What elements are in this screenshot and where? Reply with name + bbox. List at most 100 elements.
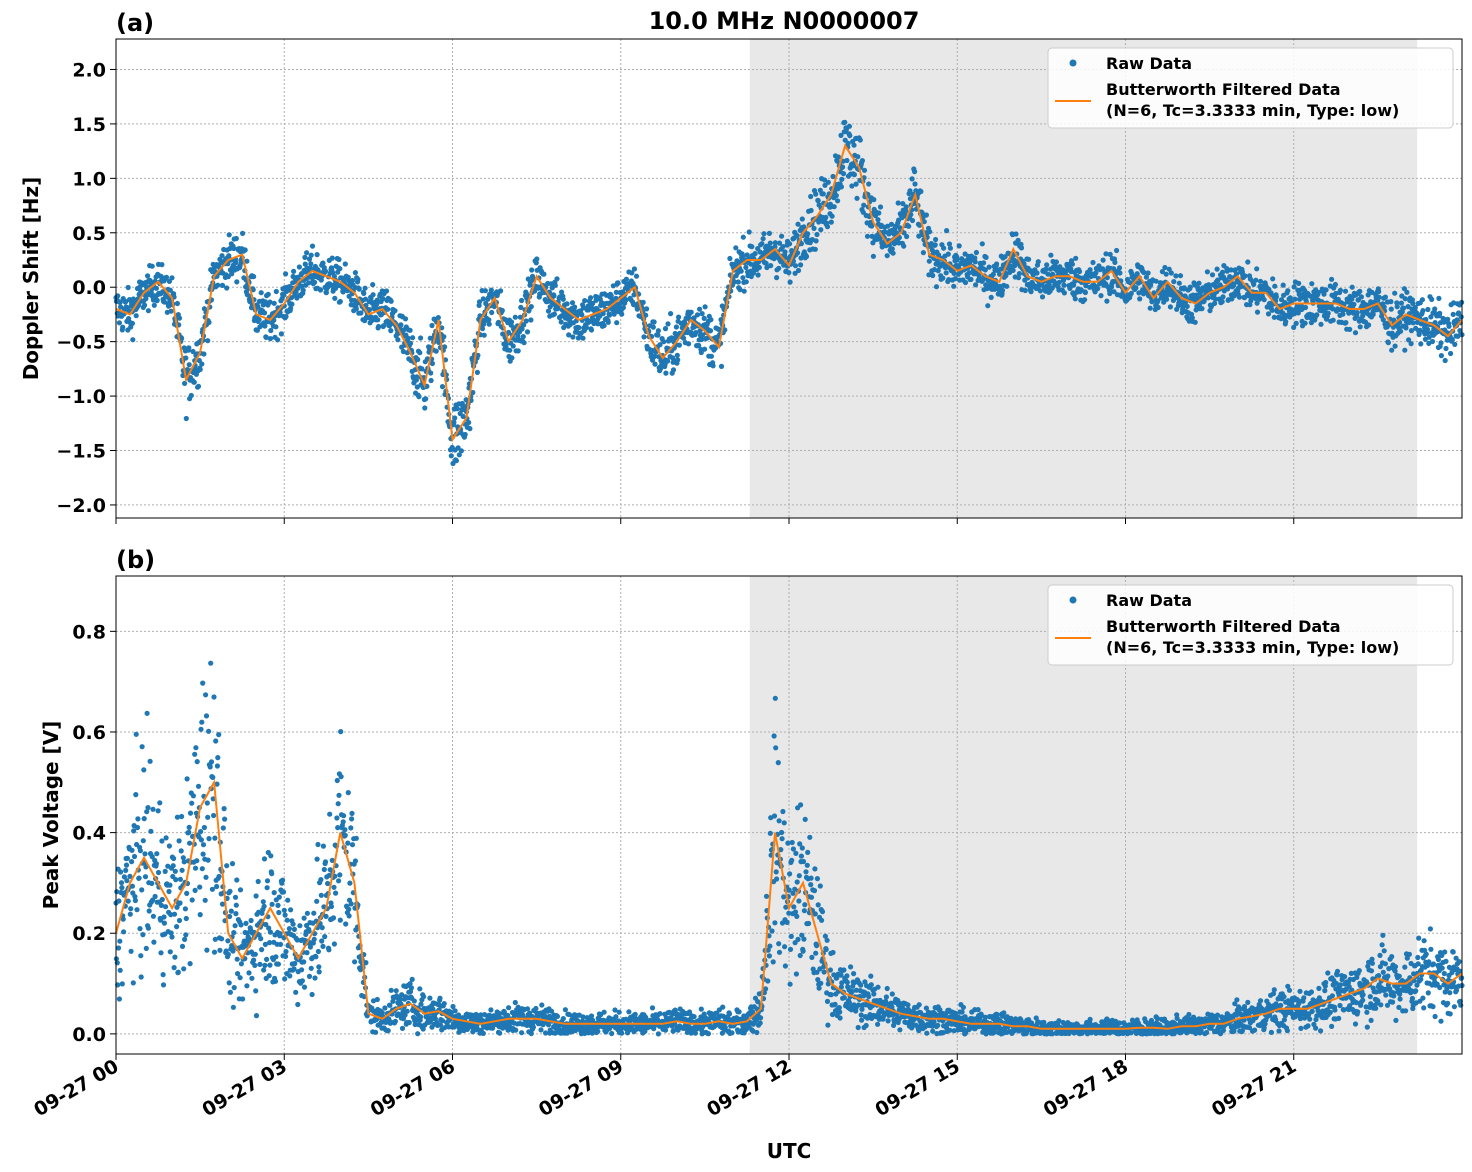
raw-data-point bbox=[474, 369, 480, 375]
raw-data-point bbox=[312, 975, 318, 981]
raw-data-point bbox=[652, 361, 658, 367]
raw-data-point bbox=[798, 802, 804, 808]
raw-data-point bbox=[795, 936, 801, 943]
raw-data-point bbox=[1340, 311, 1346, 317]
raw-data-point bbox=[875, 217, 881, 223]
raw-data-point bbox=[1408, 341, 1414, 347]
raw-data-point bbox=[201, 824, 207, 831]
raw-data-point bbox=[137, 926, 143, 932]
raw-data-point bbox=[825, 1022, 831, 1028]
raw-data-point bbox=[175, 969, 181, 975]
raw-data-point bbox=[699, 311, 705, 317]
raw-data-point bbox=[355, 276, 361, 282]
raw-data-point bbox=[601, 1009, 607, 1015]
raw-data-point bbox=[201, 351, 207, 357]
raw-data-point bbox=[206, 728, 212, 734]
raw-data-point bbox=[1452, 341, 1458, 347]
raw-data-point bbox=[1402, 347, 1408, 353]
raw-data-point bbox=[749, 244, 755, 250]
raw-data-point bbox=[171, 911, 178, 917]
y-tick-label: 0.0 bbox=[72, 277, 106, 299]
raw-data-point bbox=[317, 287, 324, 293]
raw-data-point bbox=[829, 213, 835, 219]
raw-data-point bbox=[159, 896, 165, 903]
raw-data-point bbox=[137, 848, 143, 854]
raw-data-point bbox=[1283, 319, 1289, 325]
raw-data-point bbox=[441, 334, 447, 340]
raw-data-point bbox=[735, 279, 741, 285]
raw-data-point bbox=[1082, 297, 1088, 303]
raw-data-point bbox=[811, 225, 817, 231]
raw-data-point bbox=[497, 1030, 503, 1036]
raw-data-point bbox=[119, 981, 125, 987]
raw-data-point bbox=[1245, 259, 1251, 265]
raw-data-point bbox=[1220, 269, 1226, 275]
raw-data-point bbox=[242, 247, 248, 253]
raw-data-point bbox=[211, 812, 217, 819]
raw-data-point bbox=[912, 169, 918, 175]
raw-data-point bbox=[374, 996, 380, 1003]
raw-data-point bbox=[1420, 308, 1426, 314]
raw-data-point bbox=[306, 928, 312, 934]
raw-data-point bbox=[190, 793, 196, 799]
raw-data-point bbox=[776, 941, 782, 947]
raw-data-point bbox=[283, 271, 289, 277]
raw-data-point bbox=[805, 849, 811, 856]
raw-data-point bbox=[818, 980, 824, 986]
raw-data-point bbox=[676, 342, 683, 348]
raw-data-point bbox=[1116, 265, 1123, 271]
raw-data-point bbox=[608, 293, 614, 299]
raw-data-point bbox=[323, 290, 329, 296]
raw-data-point bbox=[174, 924, 180, 930]
raw-data-point bbox=[187, 810, 194, 816]
raw-data-point bbox=[932, 242, 938, 248]
raw-data-point bbox=[129, 320, 135, 326]
raw-data-point bbox=[792, 263, 799, 269]
raw-data-point bbox=[262, 323, 268, 329]
raw-data-point bbox=[184, 776, 190, 782]
raw-data-point bbox=[383, 288, 390, 294]
raw-data-point bbox=[349, 816, 355, 822]
raw-data-point bbox=[450, 460, 456, 467]
raw-data-point bbox=[1212, 300, 1218, 306]
raw-data-point bbox=[981, 260, 987, 266]
raw-data-point bbox=[314, 898, 320, 904]
raw-data-point bbox=[644, 306, 650, 312]
raw-data-point bbox=[244, 983, 250, 989]
raw-data-point bbox=[718, 363, 725, 369]
raw-data-point bbox=[789, 839, 795, 846]
raw-data-point bbox=[283, 953, 289, 960]
raw-data-point bbox=[733, 245, 739, 251]
raw-data-point bbox=[1392, 290, 1398, 296]
raw-data-point bbox=[231, 245, 237, 252]
raw-data-point bbox=[835, 198, 841, 204]
raw-data-point bbox=[912, 181, 918, 187]
raw-data-point bbox=[322, 934, 328, 940]
raw-data-point bbox=[320, 843, 326, 849]
raw-data-point bbox=[767, 240, 773, 246]
raw-data-point bbox=[833, 192, 839, 199]
raw-data-point bbox=[140, 838, 146, 844]
raw-data-point bbox=[613, 289, 619, 295]
raw-data-point bbox=[190, 348, 196, 355]
raw-data-point bbox=[248, 917, 254, 924]
raw-data-point bbox=[515, 348, 521, 354]
raw-data-point bbox=[194, 759, 200, 765]
raw-data-point bbox=[407, 340, 414, 346]
raw-data-point bbox=[336, 792, 342, 798]
raw-data-point bbox=[280, 877, 286, 883]
raw-data-point bbox=[174, 300, 180, 307]
raw-data-point bbox=[131, 853, 138, 860]
raw-data-point bbox=[258, 290, 264, 296]
raw-data-point bbox=[214, 883, 220, 890]
raw-data-point bbox=[148, 828, 154, 834]
raw-data-point bbox=[954, 257, 960, 263]
raw-data-point bbox=[823, 946, 829, 953]
raw-data-point bbox=[376, 323, 382, 330]
raw-data-point bbox=[1034, 270, 1040, 276]
raw-data-point bbox=[300, 287, 306, 293]
raw-data-point bbox=[121, 929, 127, 935]
raw-data-point bbox=[830, 949, 836, 956]
raw-data-point bbox=[793, 971, 800, 977]
raw-data-point bbox=[541, 271, 547, 277]
